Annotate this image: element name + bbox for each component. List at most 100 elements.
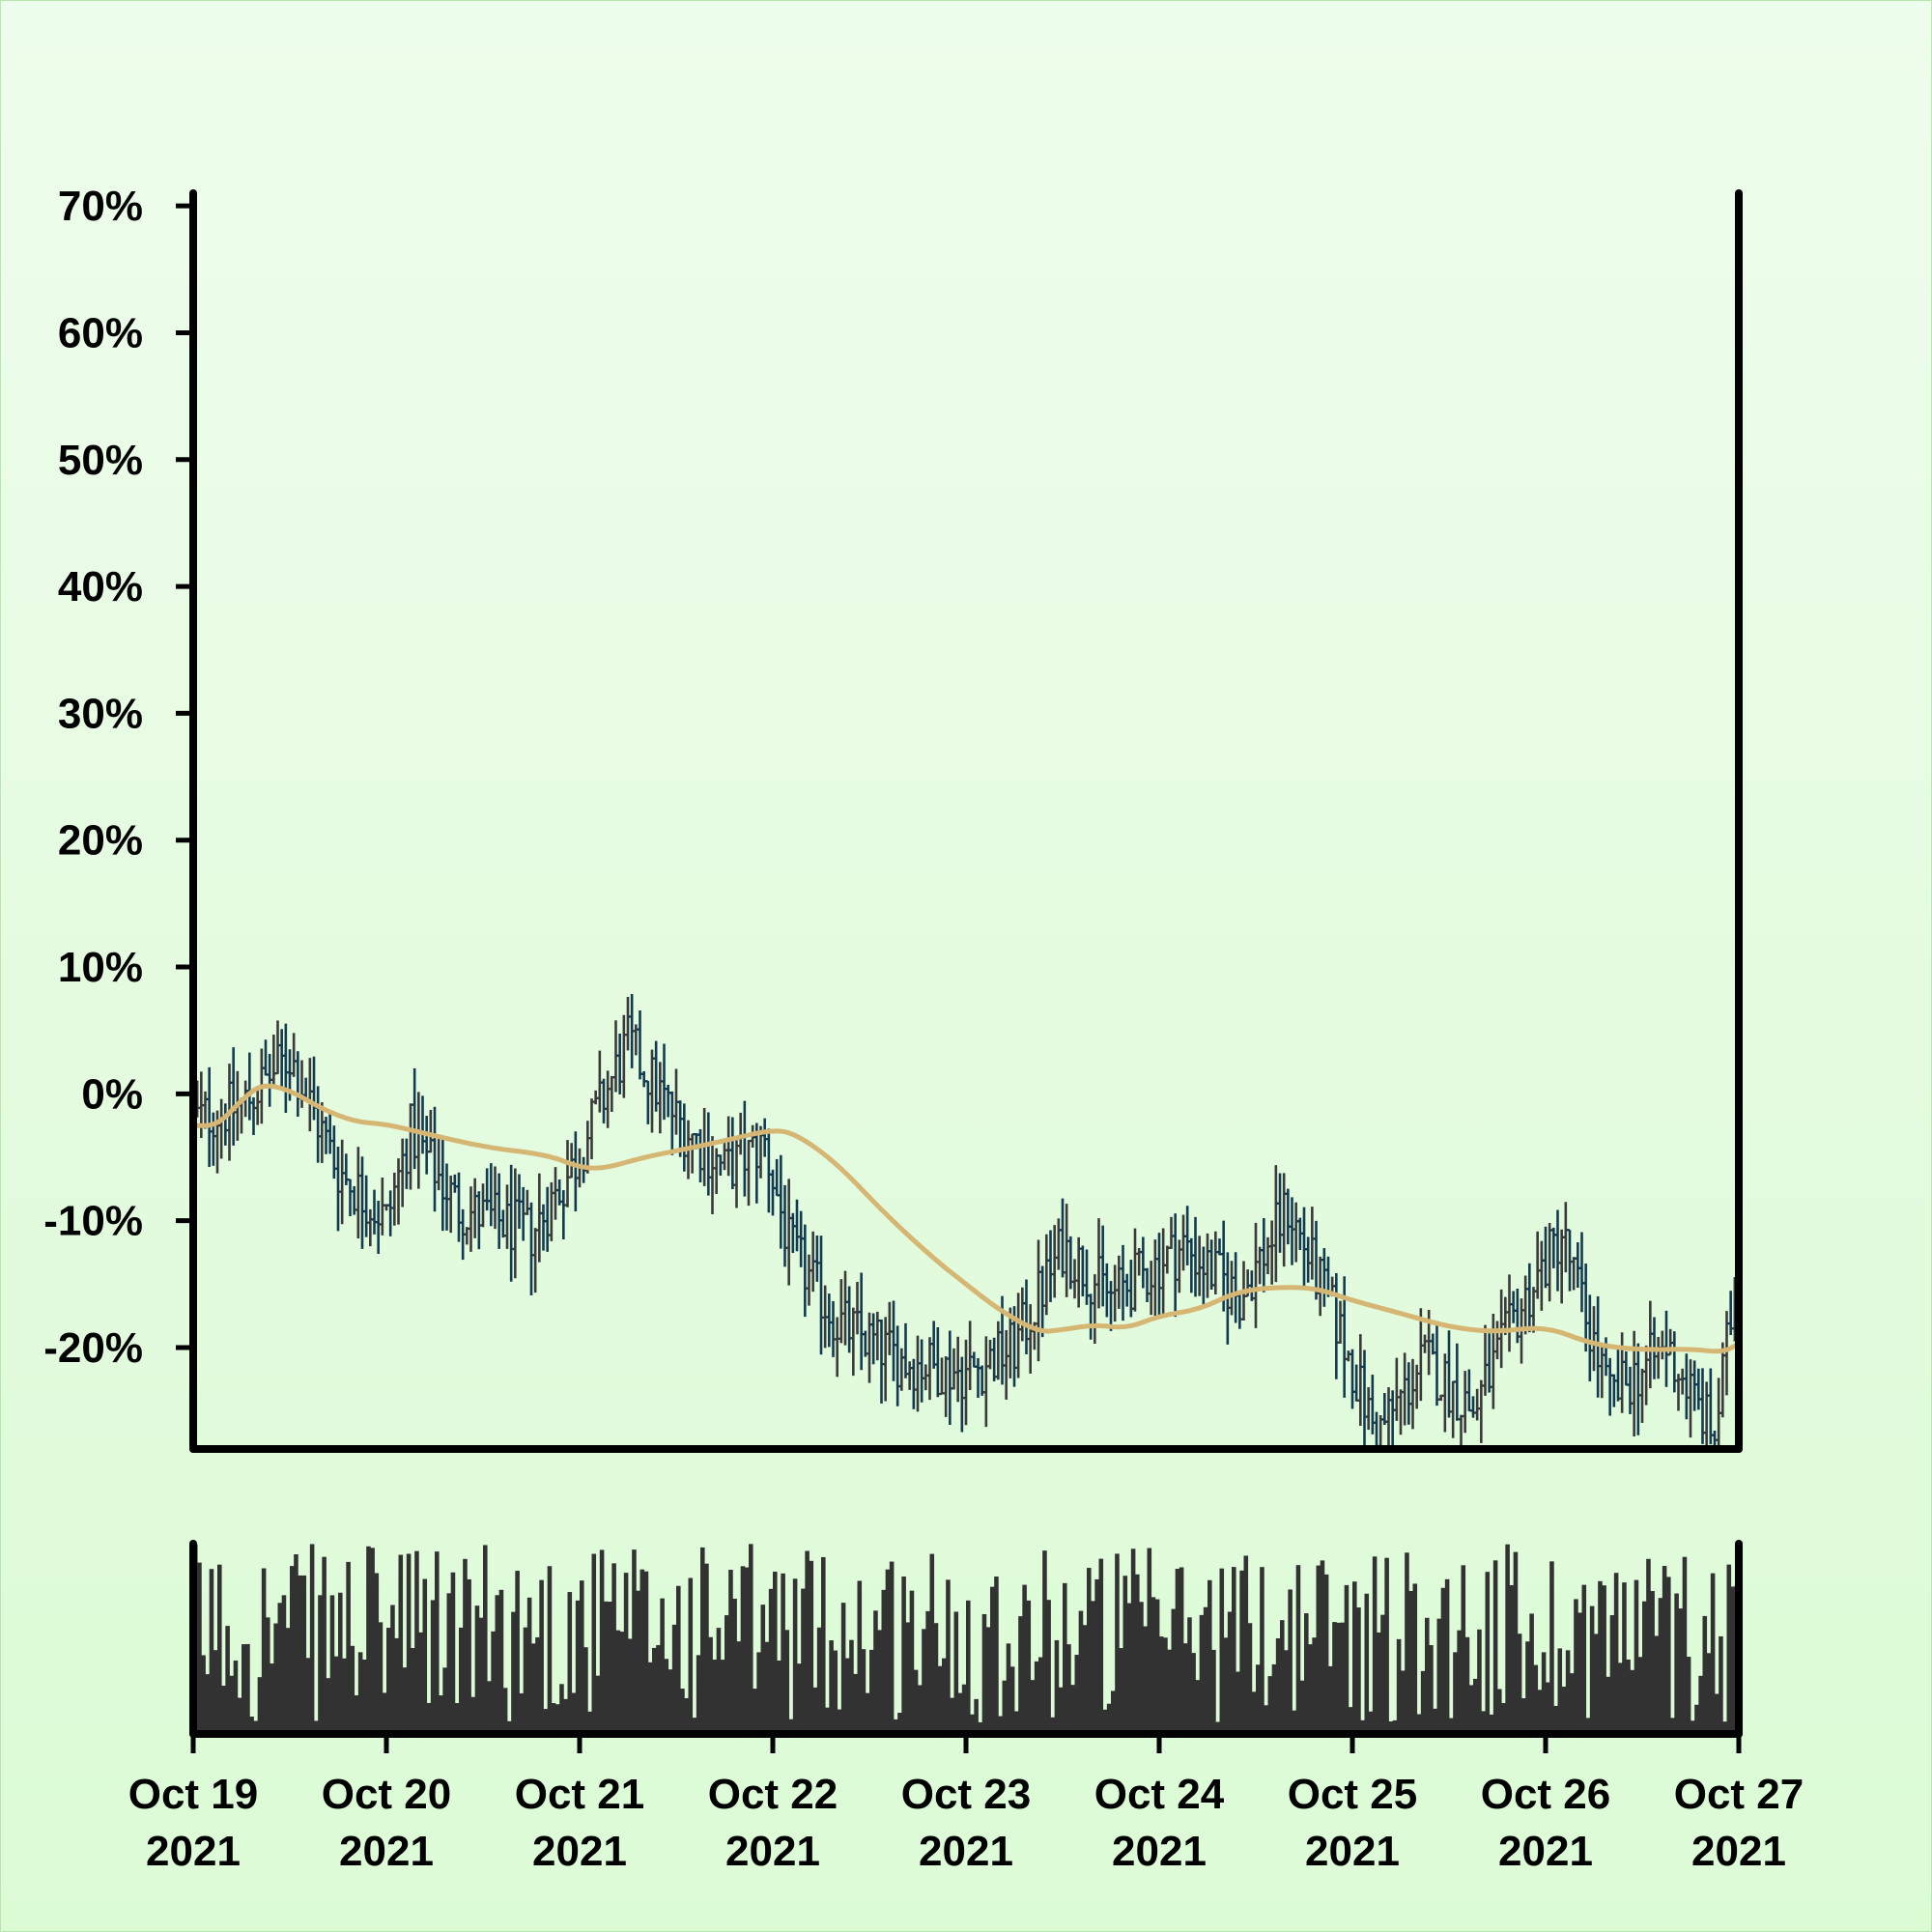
volume-bar bbox=[1501, 1703, 1506, 1734]
volume-bar bbox=[1091, 1601, 1095, 1734]
volume-bar bbox=[1046, 1600, 1051, 1734]
volume-bar bbox=[1308, 1644, 1313, 1734]
volume-bar bbox=[1154, 1599, 1160, 1734]
volume-bar bbox=[1227, 1611, 1233, 1734]
volume-bar bbox=[1533, 1664, 1539, 1734]
volume-bar bbox=[422, 1578, 428, 1734]
volume-bar bbox=[1139, 1602, 1144, 1734]
volume-bar bbox=[1557, 1648, 1563, 1734]
volume-bar bbox=[1122, 1576, 1128, 1734]
volume-bar bbox=[1666, 1577, 1671, 1734]
y-tick-label: 70% bbox=[58, 183, 143, 230]
volume-bar bbox=[1018, 1616, 1023, 1734]
volume-bar bbox=[1006, 1643, 1011, 1734]
volume-bar bbox=[696, 1655, 701, 1734]
volume-bar bbox=[1130, 1548, 1136, 1734]
volume-bar bbox=[1384, 1557, 1389, 1734]
volume-bar bbox=[209, 1569, 214, 1734]
x-tick-label-year: 2021 bbox=[1305, 1828, 1400, 1875]
volume-bar bbox=[1284, 1650, 1289, 1734]
volume-bar bbox=[435, 1551, 440, 1734]
volume-bar bbox=[502, 1688, 508, 1734]
volume-bar bbox=[281, 1595, 287, 1734]
volume-bar bbox=[301, 1575, 307, 1734]
volume-bar bbox=[829, 1640, 834, 1734]
volume-bar bbox=[1473, 1678, 1478, 1734]
volume-bar bbox=[877, 1630, 882, 1734]
volume-bar bbox=[897, 1713, 902, 1734]
volume-bar bbox=[857, 1580, 863, 1734]
volume-bar bbox=[571, 1692, 577, 1734]
volume-bar bbox=[1251, 1691, 1257, 1734]
volume-bar bbox=[773, 1571, 778, 1734]
volume-bar bbox=[261, 1568, 267, 1734]
volume-bar bbox=[1719, 1635, 1723, 1734]
volume-bar bbox=[744, 1567, 750, 1734]
volume-bar bbox=[535, 1636, 540, 1734]
volume-bar bbox=[1662, 1566, 1667, 1734]
volume-bar bbox=[937, 1665, 943, 1734]
volume-bar bbox=[656, 1645, 661, 1734]
volume-bar bbox=[1509, 1584, 1515, 1734]
volume-bar bbox=[712, 1660, 718, 1734]
volume-bar bbox=[966, 1600, 971, 1734]
volume-bar bbox=[1063, 1582, 1067, 1734]
volume-bar bbox=[1236, 1671, 1240, 1734]
x-tick-label-date: Oct 21 bbox=[515, 1771, 645, 1818]
volume-bar bbox=[1626, 1659, 1631, 1734]
volume-bar bbox=[978, 1721, 983, 1734]
volume-bar bbox=[1159, 1636, 1164, 1734]
volume-bar bbox=[1392, 1719, 1398, 1734]
volume-bar bbox=[205, 1674, 211, 1734]
volume-bar bbox=[242, 1644, 246, 1734]
volume-bar bbox=[394, 1637, 399, 1734]
x-tick-label-date: Oct 24 bbox=[1094, 1771, 1225, 1818]
volume-bar bbox=[1239, 1570, 1244, 1734]
volume-bar bbox=[511, 1611, 516, 1734]
volume-bar bbox=[1485, 1572, 1491, 1734]
volume-bar bbox=[946, 1579, 951, 1734]
volume-bar bbox=[1726, 1564, 1732, 1734]
volume-bar bbox=[1396, 1638, 1402, 1734]
volume-bar bbox=[1464, 1636, 1470, 1734]
volume-bar bbox=[1054, 1639, 1060, 1734]
volume-bar bbox=[1219, 1568, 1225, 1734]
volume-bar bbox=[1203, 1606, 1208, 1734]
volume-bar bbox=[728, 1570, 733, 1734]
volume-bar bbox=[792, 1578, 798, 1734]
volume-bar bbox=[636, 1590, 640, 1734]
volume-bar bbox=[604, 1601, 609, 1734]
volume-bar bbox=[551, 1703, 556, 1734]
volume-bar bbox=[1492, 1560, 1498, 1734]
volume-bar bbox=[1191, 1653, 1196, 1734]
volume-bar bbox=[595, 1675, 601, 1734]
volume-bar bbox=[632, 1549, 637, 1734]
volume-bar bbox=[442, 1667, 447, 1734]
volume-bar bbox=[1050, 1717, 1056, 1734]
volume-bar bbox=[338, 1592, 343, 1734]
volume-bar bbox=[1686, 1657, 1691, 1734]
volume-bar bbox=[1264, 1705, 1268, 1734]
volume-bar bbox=[1525, 1641, 1530, 1734]
volume-bar bbox=[1328, 1665, 1333, 1734]
volume-bar bbox=[873, 1610, 878, 1734]
volume-bar bbox=[1710, 1573, 1716, 1734]
volume-bar bbox=[294, 1554, 298, 1734]
volume-bar bbox=[1650, 1591, 1655, 1734]
volume-bar bbox=[1356, 1607, 1361, 1734]
volume-bar bbox=[1074, 1655, 1080, 1734]
volume-bar bbox=[1637, 1657, 1643, 1734]
volume-bar bbox=[1232, 1567, 1236, 1734]
volume-bar bbox=[362, 1659, 367, 1734]
volume-bar bbox=[406, 1553, 412, 1734]
volume-bar bbox=[652, 1647, 657, 1734]
volume-bar bbox=[1183, 1643, 1188, 1734]
y-tick-label: 50% bbox=[58, 437, 143, 484]
volume-bar bbox=[974, 1698, 979, 1734]
volume-bar bbox=[942, 1658, 947, 1734]
volume-bar bbox=[217, 1564, 222, 1734]
volume-bar bbox=[1223, 1637, 1229, 1734]
volume-bar bbox=[760, 1605, 766, 1734]
volume-bar bbox=[1014, 1711, 1019, 1734]
